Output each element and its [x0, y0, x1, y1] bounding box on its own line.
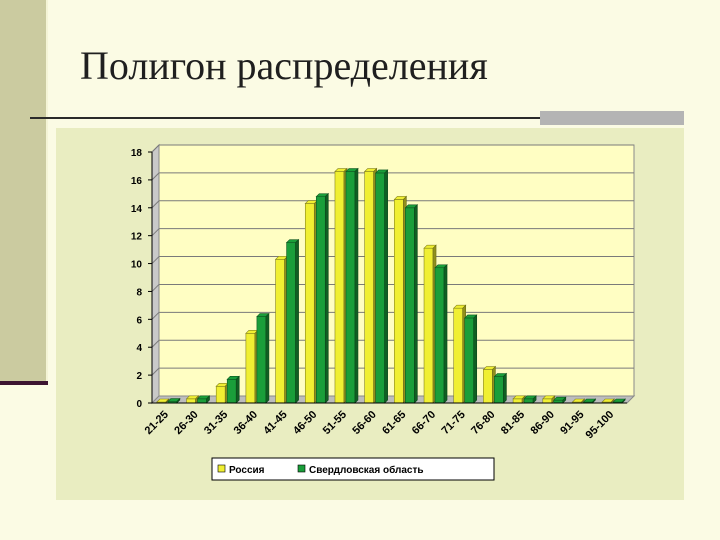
bar-front	[197, 398, 207, 404]
bar-russia	[215, 382, 229, 404]
bar-front	[215, 385, 226, 404]
bar-russia	[452, 304, 467, 404]
bar-sverdlovsk	[434, 264, 448, 404]
y-tick-label: 18	[131, 148, 143, 159]
bar-front	[226, 378, 237, 404]
bar-russia	[304, 199, 319, 404]
y-tick-label: 16	[131, 176, 143, 187]
plot-side-wall	[151, 143, 160, 405]
gridline-depth	[151, 284, 160, 292]
legend-label-sverdlovsk: Свердловская область	[309, 464, 424, 476]
y-tick-label: 10	[131, 260, 143, 271]
bar-sverdlovsk	[553, 396, 567, 404]
bar-front	[512, 398, 523, 404]
bar-front	[434, 267, 445, 404]
bar-front	[275, 259, 285, 404]
bar-russia	[363, 167, 378, 404]
bar-side	[532, 395, 537, 404]
bar-side	[503, 372, 507, 404]
bar-side	[206, 395, 210, 404]
bar-side	[295, 238, 299, 404]
bar-russia	[274, 255, 289, 404]
bar-front	[464, 317, 475, 404]
gridline-depth	[151, 311, 160, 320]
bar-side	[562, 396, 567, 404]
y-tick-label: 8	[136, 287, 142, 298]
bar-sverdlovsk	[285, 238, 300, 404]
bar-sverdlovsk	[374, 169, 389, 404]
bar-front	[315, 196, 326, 404]
bar-front	[186, 398, 196, 404]
bar-sverdlovsk	[523, 395, 537, 404]
gridline-depth	[151, 339, 160, 348]
bar-russia	[393, 195, 408, 404]
bar-front	[542, 398, 553, 404]
slide-title: Полигон распределения	[80, 43, 488, 88]
bar-russia	[542, 395, 556, 404]
gridline-depth	[151, 256, 160, 264]
bar-russia	[185, 395, 200, 404]
bar-sverdlovsk	[196, 395, 211, 404]
bar-side	[414, 204, 418, 404]
gridline-depth	[151, 144, 160, 153]
bar-sverdlovsk	[315, 192, 330, 404]
gridline-depth	[151, 228, 160, 237]
bar-russia	[512, 395, 526, 404]
y-tick-label: 6	[136, 315, 142, 326]
bar-side	[235, 375, 240, 404]
bar-front	[286, 242, 296, 404]
y-tick-label: 12	[131, 232, 143, 243]
bar-front	[375, 172, 385, 404]
bar-sverdlovsk	[226, 375, 240, 404]
bar-russia	[423, 244, 437, 404]
bar-sverdlovsk	[493, 372, 508, 404]
bar-side	[443, 264, 448, 404]
bar-russia	[482, 365, 497, 404]
bar-front	[394, 199, 404, 404]
y-tick-label: 0	[136, 399, 142, 410]
bar-side	[324, 192, 329, 404]
gridline-depth	[151, 367, 160, 376]
bar-front	[334, 171, 345, 404]
bar-front	[345, 171, 356, 404]
legend-box	[211, 457, 495, 481]
bar-front	[523, 398, 534, 404]
y-tick-label: 14	[131, 204, 143, 215]
left-accent-line	[0, 381, 48, 385]
title-rule	[30, 117, 540, 119]
bar-front	[405, 207, 415, 404]
bar-sverdlovsk	[256, 312, 270, 404]
bar-russia	[245, 329, 259, 404]
legend-label-russia: Россия	[229, 465, 265, 476]
bar-side	[384, 169, 388, 404]
bar-side	[354, 167, 359, 404]
title-rule-block	[540, 111, 684, 125]
legend-swatch-russia	[217, 464, 226, 473]
bar-russia	[334, 167, 348, 404]
bar-side	[473, 314, 478, 404]
y-tick-label: 4	[136, 343, 142, 354]
bar-front	[423, 247, 434, 404]
bar-front	[494, 376, 504, 404]
bar-front	[453, 307, 464, 404]
bar-sverdlovsk	[463, 314, 478, 404]
bar-front	[245, 332, 256, 404]
gridline-depth	[151, 200, 160, 209]
bar-front	[364, 171, 374, 404]
legend-swatch-sverdlovsk	[297, 464, 306, 473]
bar-front	[256, 316, 267, 404]
bar-side	[265, 312, 270, 404]
y-tick-label: 2	[136, 371, 142, 382]
bar-sverdlovsk	[345, 167, 359, 404]
left-accent-strip	[0, 0, 48, 384]
bar-front	[304, 203, 315, 404]
bar-front	[483, 369, 493, 404]
bar-sverdlovsk	[404, 204, 419, 404]
gridline-depth	[151, 172, 160, 181]
